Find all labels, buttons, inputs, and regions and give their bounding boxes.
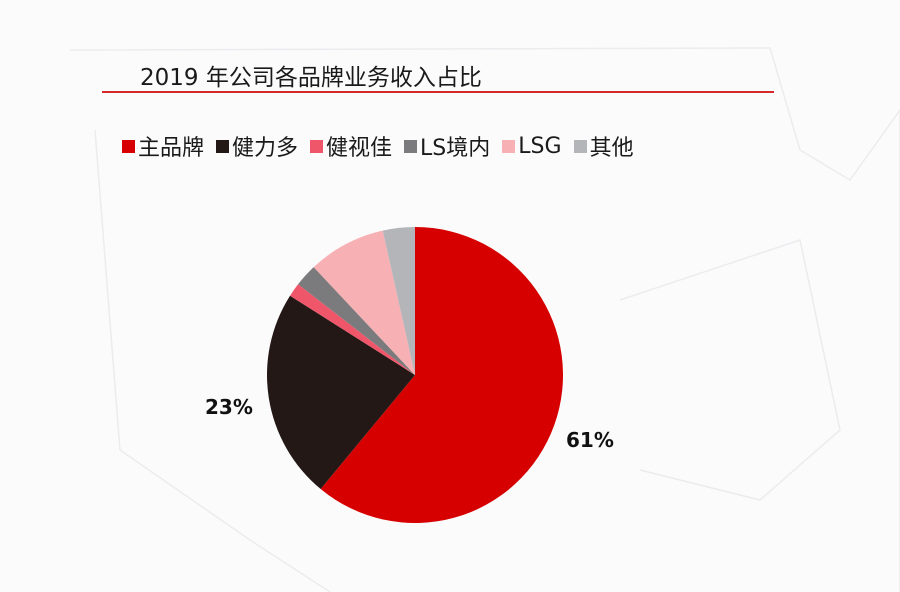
legend-item-ls-domestic: LS境内	[404, 130, 490, 162]
pie-slice-jianshijia	[290, 284, 415, 375]
legend-label: LS境内	[420, 136, 491, 161]
legend-label: 其他	[589, 136, 634, 161]
legend-item-lsg: LSG	[502, 133, 562, 159]
legend-label: LSG	[518, 133, 562, 159]
legend-swatch-icon	[573, 139, 587, 153]
pie-slice-other	[382, 227, 415, 375]
legend-label: 健视佳	[326, 136, 393, 161]
pie-slice-jianliduo	[267, 295, 415, 490]
data-label-main-brand: 61%	[566, 428, 614, 452]
legend-item-other: 其他	[573, 130, 634, 162]
legend-label: 主品牌	[138, 136, 205, 161]
chart-title: 2019 年公司各品牌业务收入占比	[140, 65, 482, 91]
legend-swatch-icon	[122, 139, 135, 153]
legend-swatch-icon	[404, 139, 418, 153]
legend-swatch-icon	[310, 139, 324, 153]
legend-item-jianshijia: 健视佳	[310, 130, 392, 162]
chart-legend: 主品牌 健力多 健视佳 LS境内 LSG 其他	[122, 130, 646, 162]
data-label-jianliduo: 23%	[205, 395, 253, 419]
legend-swatch-icon	[502, 139, 516, 153]
legend-item-main-brand: 主品牌	[122, 130, 204, 162]
pie-slice-lsg	[313, 230, 415, 375]
legend-label: 健力多	[232, 136, 299, 161]
legend-swatch-icon	[216, 139, 230, 153]
title-underline	[102, 91, 774, 93]
legend-item-jianliduo: 健力多	[216, 130, 298, 162]
pie-slice-main-brand	[320, 227, 563, 524]
pie-slice-ls-domestic	[298, 267, 415, 375]
